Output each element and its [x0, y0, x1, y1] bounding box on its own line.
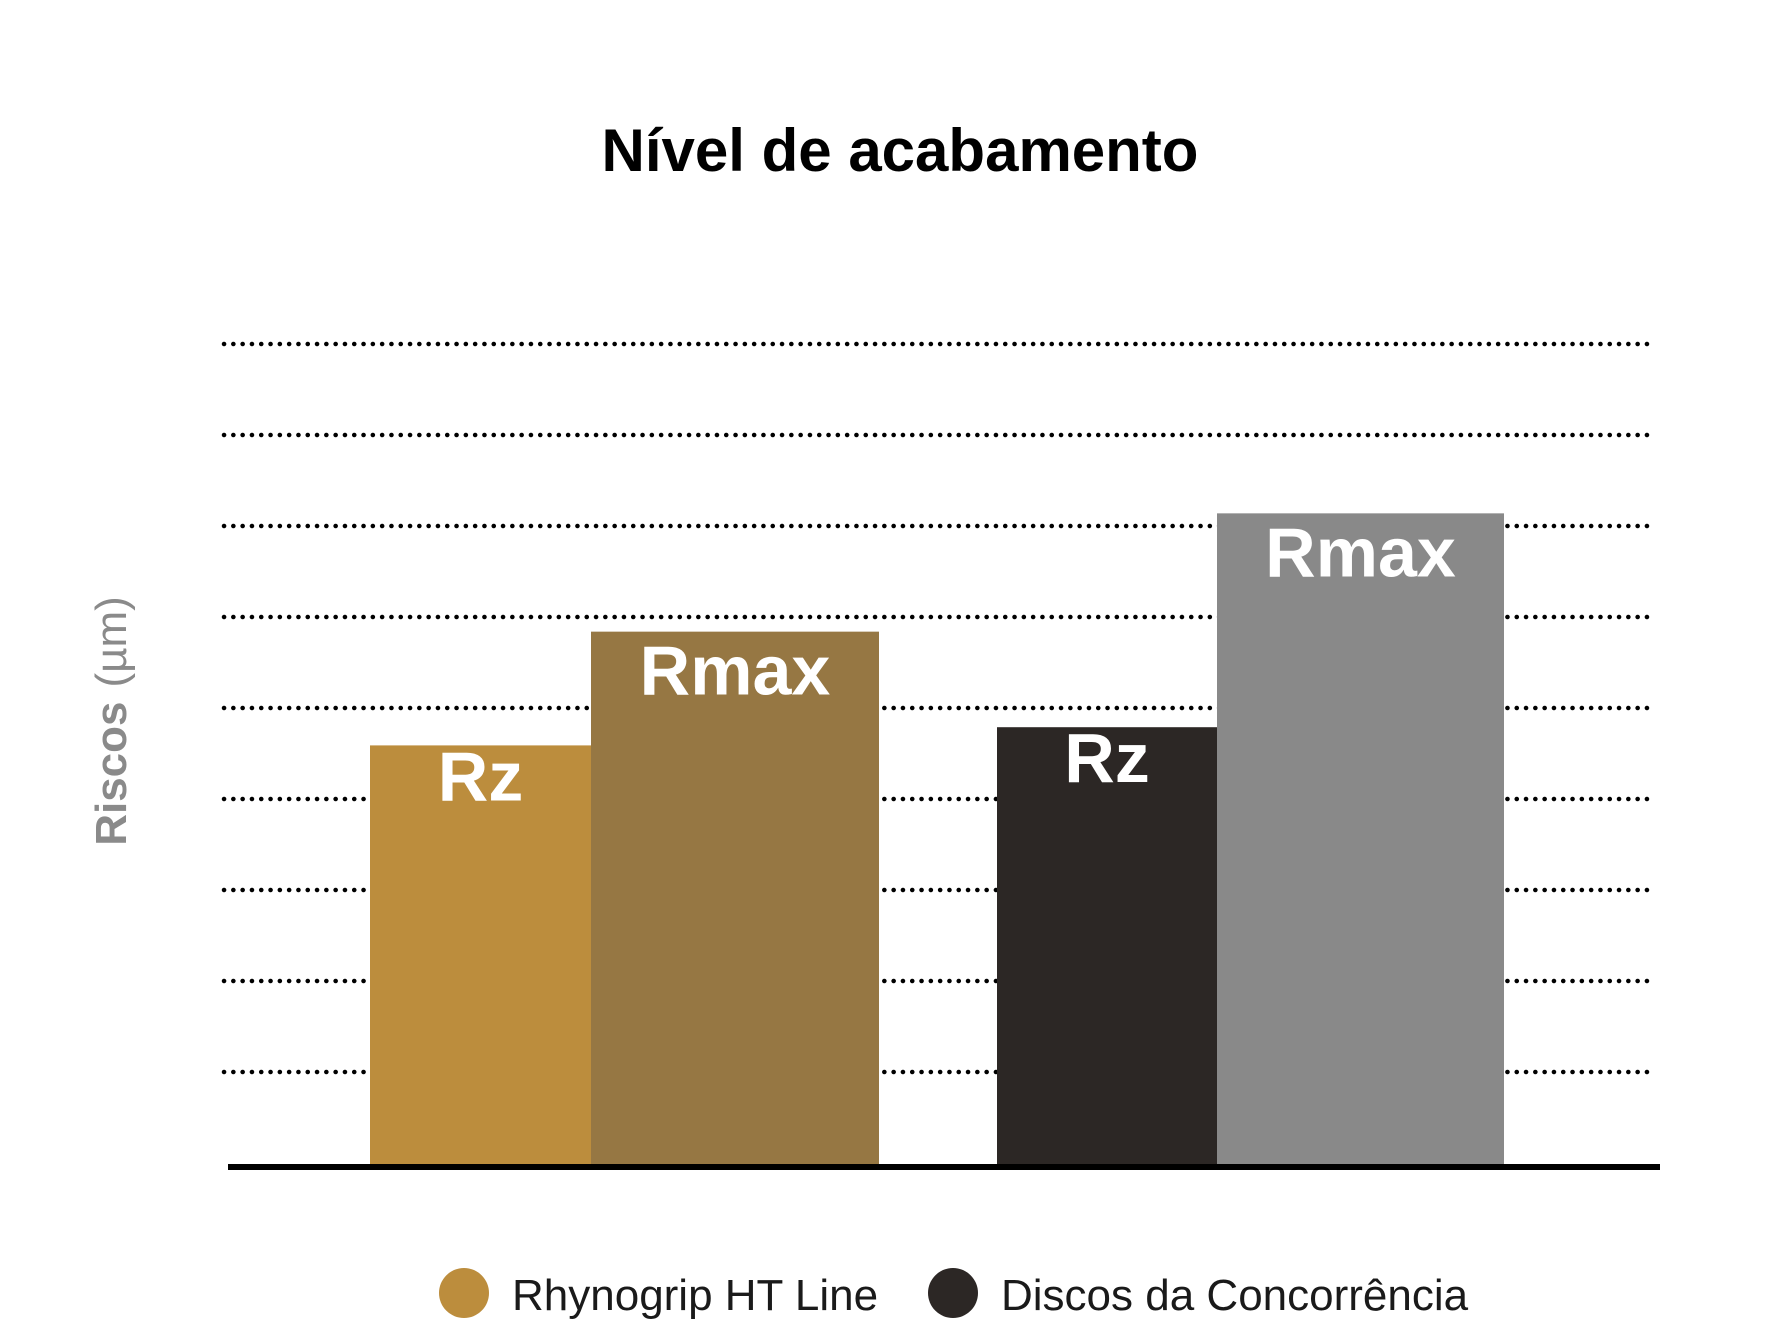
chart-title: Nível de acabamento [602, 117, 1199, 184]
bar-label-concorrencia-rmax: Rmax [1265, 513, 1456, 591]
bar-labels: Rz Rmax Rz Rmax [438, 513, 1456, 815]
bar-concorrencia-rmax [1217, 513, 1504, 1164]
bar-label-concorrencia-rz: Rz [1064, 719, 1150, 797]
bar-label-rhynogrip-rz: Rz [438, 737, 524, 815]
svg-text:Riscos(µm): Riscos (µm) [87, 596, 136, 846]
legend-label-rhynogrip: Rhynogrip HT Line [512, 1271, 878, 1320]
bar-rhynogrip-rmax [591, 631, 879, 1164]
bar-concorrencia-rz [997, 727, 1217, 1164]
y-axis-title: Riscos [87, 702, 136, 846]
y-axis-label: Riscos (µm) [87, 596, 136, 846]
legend-label-concorrencia: Discos da Concorrência [1001, 1271, 1469, 1320]
bars [370, 513, 1504, 1164]
y-axis-unit: (µm) [87, 596, 136, 687]
legend-swatch-concorrencia [928, 1268, 978, 1318]
legend-swatch-rhynogrip [439, 1268, 489, 1318]
bar-label-rhynogrip-rmax: Rmax [640, 632, 831, 710]
legend: Rhynogrip HT Line Discos da Concorrência [439, 1268, 1469, 1320]
bar-rhynogrip-rz [370, 745, 591, 1164]
